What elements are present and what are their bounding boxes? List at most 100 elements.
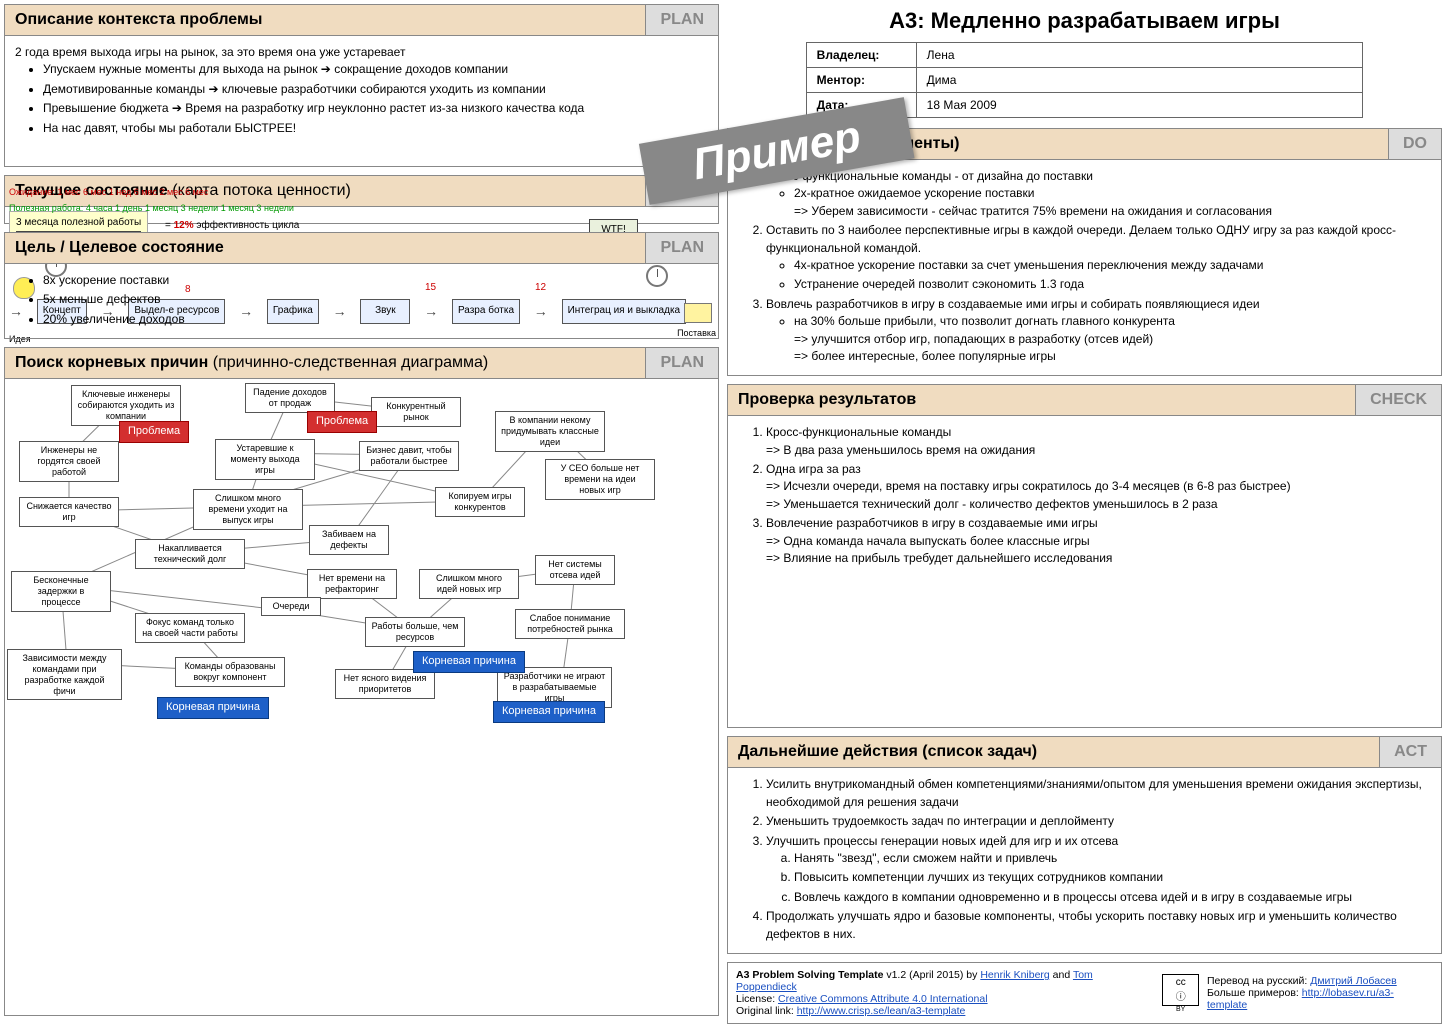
problem-bullets: Упускаем нужные моменты для выхода на ры… xyxy=(15,61,708,137)
list-item: Продолжать улучшать ядро и базовые компо… xyxy=(766,908,1431,943)
translator-link[interactable]: Дмитрий Лобасев xyxy=(1310,975,1397,987)
causal-node: Устаревшие к моменту выхода игры xyxy=(215,439,315,479)
value-stream-map: 3 месяца полезной работы 25 месяцев длин… xyxy=(5,207,718,223)
meta-value: 18 Мая 2009 xyxy=(916,93,1363,118)
causal-node: Нет системы отсева идей xyxy=(535,555,615,585)
causal-node: Фокус команд только на своей части работ… xyxy=(135,613,245,643)
root-cause-tag: Корневая причина xyxy=(493,701,605,723)
list-item: Одна игра за раз=> Исчезли очереди, врем… xyxy=(766,461,1431,513)
list-item: Уменьшить трудоемкость задач по интеграц… xyxy=(766,813,1431,830)
causal-node: Очереди xyxy=(261,597,321,616)
list-item: На нас давят, чтобы мы работали БЫСТРЕЕ! xyxy=(43,120,708,137)
causal-node: Слишком много идей новых игр xyxy=(419,569,519,599)
causal-node: Команды образованы вокруг компонент xyxy=(175,657,285,687)
result-line: => Уменьшается технический долг - количе… xyxy=(766,496,1431,513)
causal-node: Работы больше, чем ресурсов xyxy=(365,617,465,647)
causal-node: Нет ясного видения приоритетов xyxy=(335,669,435,699)
list-item: Превышение бюджета ➔ Время на разработку… xyxy=(43,100,708,117)
cc-badge: cc ⓘ BY xyxy=(1154,974,1207,1013)
causal-node: Забиваем на дефекты xyxy=(309,525,389,555)
plan-badge: PLAN xyxy=(645,233,718,263)
list-item: Устранение очередей позволит сэкономить … xyxy=(794,276,1431,293)
causal-node: Копируем игры конкурентов xyxy=(435,487,525,517)
wait-values: Ожидание: 1 мес 6 мес 1 нед 6 мес 2 мес … xyxy=(9,186,208,199)
problem-intro: 2 года время выхода игры на рынок, за эт… xyxy=(15,44,708,61)
problem-context-title: Описание контекста проблемы xyxy=(5,5,272,35)
list-item: 2х-кратное ожидаемое ускорение поставки … xyxy=(794,185,1431,220)
result-line: => В два раза уменьшилось время на ожида… xyxy=(766,442,1431,459)
do-badge: DO xyxy=(1388,129,1441,159)
causal-node: Накапливается технический долг xyxy=(135,539,245,569)
causal-node: Бизнес давит, чтобы работали быстрее xyxy=(359,441,459,471)
original-link[interactable]: http://www.crisp.se/lean/a3-template xyxy=(797,1005,966,1017)
check-badge: CHECK xyxy=(1355,385,1441,415)
footer: A3 Problem Solving Template v1.2 (April … xyxy=(727,962,1442,1024)
causal-node: Ключевые инженеры собираются уходить из … xyxy=(71,385,181,425)
section-act: Дальнейшие действия (список задач) ACT У… xyxy=(727,736,1442,954)
author-link[interactable]: Henrik Kniberg xyxy=(980,969,1049,981)
causal-node: Слабое понимание потребностей рынка xyxy=(515,609,625,639)
list-item: Усилить внутрикомандный обмен компетенци… xyxy=(766,776,1431,811)
result-line: => Исчезли очереди, время на поставку иг… xyxy=(766,478,1431,495)
list-item: Демотивированные команды ➔ ключевые разр… xyxy=(43,81,708,98)
goal-title: Цель / Целевое состояние xyxy=(5,233,234,263)
check-title: Проверка результатов xyxy=(728,385,926,415)
footer-left: A3 Problem Solving Template v1.2 (April … xyxy=(736,969,1154,1017)
list-item: Оставить по 3 наиболее перспективные игр… xyxy=(766,222,1431,294)
list-item: Вовлечь разработчиков в игру в создаваем… xyxy=(766,296,1431,366)
act-title: Дальнейшие действия (список задач) xyxy=(728,737,1047,767)
root-cause-tag: Корневая причина xyxy=(413,651,525,673)
causal-node: Падение доходов от продаж xyxy=(245,383,335,413)
a3-main-title: A3: Медленно разрабатываем игры xyxy=(727,8,1442,34)
problem-tag: Проблема xyxy=(119,421,189,443)
list-item: Улучшить процессы генерации новых идей д… xyxy=(766,833,1431,907)
list-item: Упускаем нужные моменты для выхода на ры… xyxy=(43,61,708,78)
causal-node: Зависимости между командами при разработ… xyxy=(7,649,122,700)
plan-badge: PLAN xyxy=(645,5,718,35)
list-item: 8x ускорение поставки xyxy=(43,272,708,289)
section-goal: Цель / Целевое состояние PLAN 8x ускорен… xyxy=(4,232,719,339)
list-item: Кросс-функциональные команды=> В два раз… xyxy=(766,424,1431,459)
root-cause-title: Поиск корневых причин (причинно-следстве… xyxy=(5,348,498,378)
causal-node: В компании некому придумывать классные и… xyxy=(495,411,605,451)
countermeasures-list: Кросс-функциональные команды - от дизайн… xyxy=(738,168,1431,365)
causal-node: Нет времени на рефакторинг xyxy=(307,569,397,599)
plan-badge: PLAN xyxy=(645,348,718,378)
act-list: Усилить внутрикомандный обмен компетенци… xyxy=(738,776,1431,943)
causal-node: Снижается качество игр xyxy=(19,497,119,527)
goal-bullets: 8x ускорение поставки 5x меньше дефектов… xyxy=(15,272,708,328)
list-item: Повысить компетенции лучших из текущих с… xyxy=(794,869,1431,886)
footer-right: Перевод на русский: Дмитрий Лобасев Боль… xyxy=(1207,975,1433,1011)
check-list: Кросс-функциональные команды=> В два раз… xyxy=(738,424,1431,567)
causal-node: Инженеры не гордятся своей работой xyxy=(19,441,119,481)
section-problem-context: Описание контекста проблемы PLAN 2 года … xyxy=(4,4,719,167)
result-line: => Одна команда начала выпускать более к… xyxy=(766,533,1431,550)
meta-label: Владелец: xyxy=(806,43,916,68)
causal-node: У CEO больше нет времени на идеи новых и… xyxy=(545,459,655,499)
meta-value: Дима xyxy=(916,68,1363,93)
list-item: 4х-кратное ускорение поставки за счет ум… xyxy=(794,257,1431,274)
causal-node: Слишком много времени уходит на выпуск и… xyxy=(193,489,303,529)
list-item: 20% увеличение доходов xyxy=(43,311,708,328)
section-current-state: Текущее состояние (карта потока ценности… xyxy=(4,175,719,224)
list-item: 5x меньше дефектов xyxy=(43,291,708,308)
act-badge: ACT xyxy=(1379,737,1441,767)
meta-value: Лена xyxy=(916,43,1363,68)
meta-label: Ментор: xyxy=(806,68,916,93)
causal-node: Бесконечные задержки в процессе xyxy=(11,571,111,611)
list-item: Вовлечение разработчиков в игру в создав… xyxy=(766,515,1431,567)
list-item: Вовлечь каждого в компании одновременно … xyxy=(794,889,1431,906)
table-row: Ментор: Дима xyxy=(806,68,1363,93)
useful-values: Полезная работа: 4 часа 1 день 1 месяц 3… xyxy=(9,202,294,215)
left-column: Пример Описание контекста проблемы PLAN … xyxy=(0,0,723,1028)
list-item: Кросс-функциональные команды - от дизайн… xyxy=(766,168,1431,220)
section-root-cause: Поиск корневых причин (причинно-следстве… xyxy=(4,347,719,1016)
section-check: Проверка результатов CHECK Кросс-функцио… xyxy=(727,384,1442,728)
list-item: Нанять "звезд", если сможем найти и прив… xyxy=(794,850,1431,867)
license-link[interactable]: Creative Commons Attribute 4.0 Internati… xyxy=(778,993,988,1005)
problem-tag: Проблема xyxy=(307,411,377,433)
root-cause-tag: Корневая причина xyxy=(157,697,269,719)
causal-diagram: Ключевые инженеры собираются уходить из … xyxy=(5,379,718,1015)
table-row: Владелец: Лена xyxy=(806,43,1363,68)
result-line: => Влияние на прибыль требудет дальнейше… xyxy=(766,550,1431,567)
